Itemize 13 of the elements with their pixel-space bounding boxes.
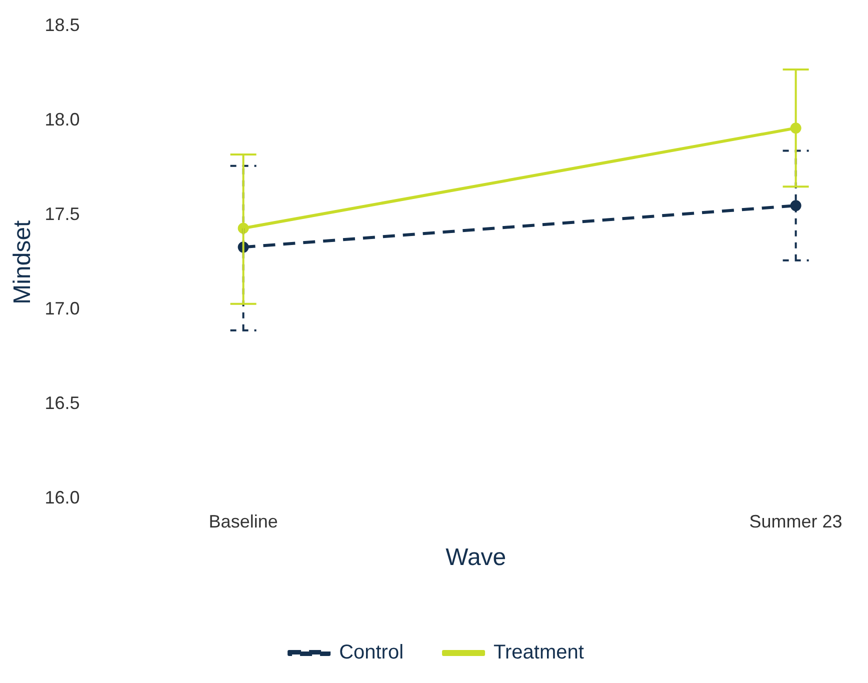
y-tick-label: 18.5 [44, 14, 80, 35]
y-tick-label: 17.0 [44, 298, 80, 319]
x-tick-label: Summer 23 [749, 511, 842, 532]
y-tick-label: 16.5 [44, 393, 80, 414]
y-tick-label: 16.0 [44, 488, 80, 508]
legend-label: Treatment [494, 642, 584, 664]
y-axis-title: Mindset [9, 220, 36, 304]
y-tick-label: 17.5 [44, 204, 80, 224]
x-tick-label: Baseline [208, 511, 278, 532]
point [790, 200, 802, 212]
y-tick-label: 18.0 [44, 109, 80, 130]
legend-label: Control [339, 642, 404, 664]
x-axis-title: Wave [446, 544, 506, 572]
